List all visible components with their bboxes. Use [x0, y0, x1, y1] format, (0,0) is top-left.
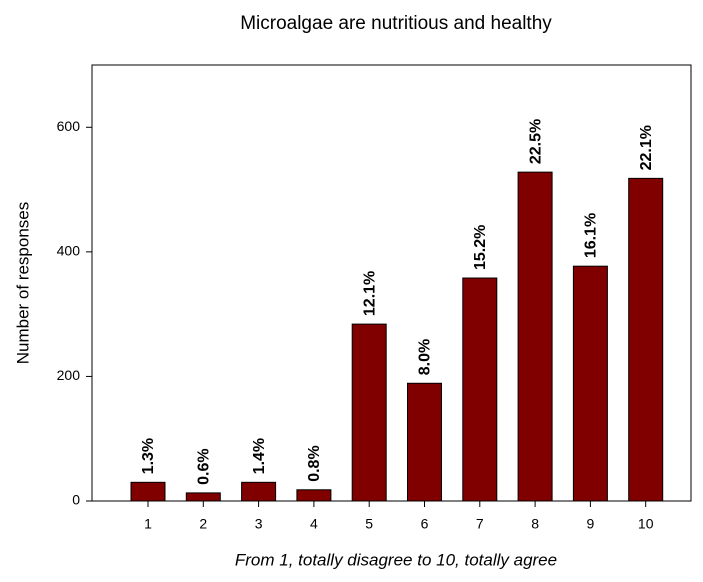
x-tick-label: 10 — [638, 516, 654, 532]
bar-label: 8.0% — [417, 339, 434, 375]
x-tick-label: 2 — [199, 516, 207, 532]
y-tick-label: 0 — [72, 492, 80, 508]
bar-label: 15.2% — [472, 225, 489, 270]
bar — [407, 382, 442, 502]
bar — [462, 277, 498, 502]
x-tick-label: 4 — [310, 516, 318, 532]
bar-label: 1.4% — [251, 438, 268, 474]
bar — [185, 492, 221, 502]
bar-label: 0.6% — [196, 448, 213, 484]
bar-label: 0.8% — [306, 445, 323, 481]
x-tick-label: 6 — [421, 516, 429, 532]
bar-label: 22.1% — [638, 125, 655, 170]
x-tick-label: 1 — [144, 516, 152, 532]
x-tick-label: 5 — [365, 516, 373, 532]
x-tick-label: 3 — [255, 516, 263, 532]
bar — [572, 265, 608, 502]
x-axis-label: From 1, totally disagree to 10, totally … — [235, 550, 557, 569]
bar-label: 1.3% — [140, 438, 157, 474]
x-tick-label: 9 — [587, 516, 595, 532]
bar — [628, 177, 664, 502]
chart-title: Microalgae are nutritious and healthy — [240, 13, 552, 34]
bar-label: 22.5% — [527, 119, 544, 164]
y-axis-label: Number of responses — [13, 202, 32, 365]
bar — [517, 171, 553, 502]
bar-label: 12.1% — [361, 271, 378, 316]
bar — [351, 323, 387, 502]
x-tick-label: 8 — [531, 516, 539, 532]
bar-label: 16.1% — [583, 213, 600, 258]
plot-frame — [91, 64, 692, 502]
x-tick-label: 7 — [476, 516, 484, 532]
bar — [241, 481, 277, 502]
y-tick-label: 600 — [57, 118, 81, 134]
bar — [296, 489, 332, 502]
bar — [130, 481, 166, 502]
y-tick-label: 400 — [57, 243, 81, 259]
y-tick-label: 200 — [57, 367, 81, 383]
